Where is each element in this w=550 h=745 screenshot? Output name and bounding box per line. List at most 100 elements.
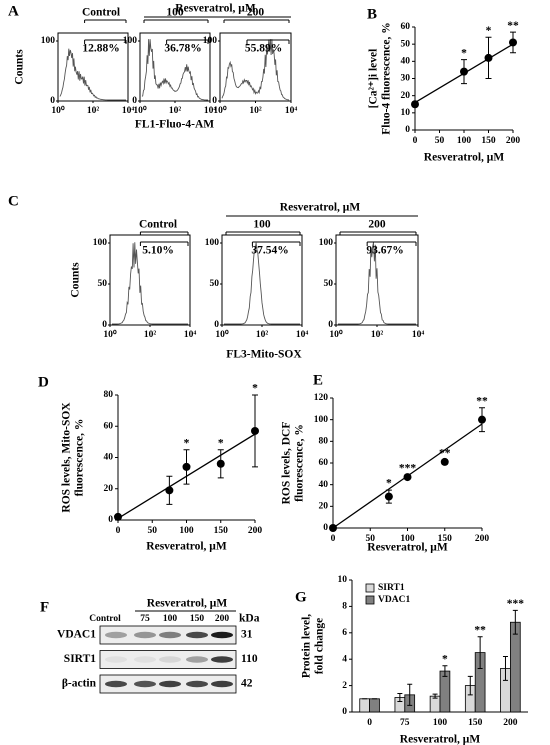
sample-label: Control: [82, 7, 120, 19]
y-tick-label: 20: [319, 502, 329, 512]
kda-value: 110: [241, 653, 258, 665]
y-tick-label: 0: [212, 96, 217, 106]
kda-label: kDa: [239, 613, 260, 625]
blot-band: [186, 631, 208, 639]
x-tick-label: 10⁰: [133, 105, 147, 116]
data-point: [251, 426, 259, 435]
histogram-trace: [224, 242, 300, 325]
y-tick-label: 100: [205, 238, 220, 248]
significance: *: [486, 25, 492, 37]
blot-band: [211, 631, 233, 639]
histogram-trace: [112, 242, 188, 325]
x-tick-label: 100: [457, 136, 472, 146]
sample-label: Control: [139, 219, 177, 231]
y-tick-label: 0: [323, 523, 328, 533]
y-tick-label: 40: [401, 57, 411, 67]
data-point: [478, 415, 486, 424]
y-tick-label: 0: [328, 320, 333, 330]
x-tick-label: 10⁴: [122, 106, 135, 116]
x-tick-label: 200: [248, 526, 263, 536]
x-tick-label: 150: [468, 718, 483, 728]
panel-letter: E: [313, 372, 323, 388]
x-axis-label: Resveratrol, μM: [400, 734, 481, 745]
blot-band: [105, 680, 127, 688]
x-tick-label: 10⁰: [103, 329, 117, 340]
y-tick-label: 0: [405, 125, 410, 135]
gate-percent: 93.67%: [366, 245, 403, 257]
significance: ***: [507, 598, 525, 610]
error-bar: [407, 683, 413, 706]
x-tick-label: 10²: [371, 330, 384, 340]
x-tick-label: 50: [435, 136, 445, 146]
histogram-trace: [59, 48, 126, 101]
x-tick-label: 0: [331, 534, 336, 544]
y-axis-label: ROS levels, DCF: [281, 422, 293, 505]
x-tick-label: 200: [506, 136, 521, 146]
sample-label: 200: [368, 219, 386, 231]
blot-treatment: Resveratrol, μM: [147, 598, 228, 610]
y-axis-label: fluorescence, %: [74, 419, 86, 497]
x-axis-label: Resveratrol, μM: [424, 152, 505, 164]
error-bar: [467, 675, 473, 696]
data-point: [384, 492, 393, 501]
x-tick-label: 10²: [256, 330, 269, 340]
sample-label: 200: [247, 7, 265, 19]
significance: **: [476, 395, 488, 407]
x-tick-label: 10⁰: [213, 105, 227, 116]
y-tick-label: 40: [319, 480, 329, 490]
y-tick-label: 100: [93, 238, 108, 248]
significance: *: [442, 653, 448, 665]
blot-band: [186, 656, 208, 663]
sample-label: 100: [253, 219, 271, 231]
y-tick-label: 80: [104, 390, 114, 400]
blot-band: [159, 680, 181, 688]
significance: *: [461, 47, 467, 59]
x-tick-label: 10⁴: [204, 106, 217, 116]
bar: [359, 698, 370, 713]
x-tick-label: 10⁰: [51, 105, 65, 116]
data-point: [509, 38, 517, 47]
x-tick-label: 150: [438, 534, 453, 544]
legend-swatch: [365, 595, 375, 605]
y-tick-label: 100: [41, 36, 56, 46]
significance: *: [184, 437, 190, 449]
data-point: [216, 459, 225, 468]
legend-label: VDAC1: [378, 595, 410, 605]
x-tick-label: 10⁴: [184, 330, 197, 340]
y-tick-label: 8: [342, 602, 347, 612]
x-tick-label: 10²: [87, 106, 100, 116]
y-axis-label: Fluo-4 fluorescence, %: [381, 22, 393, 135]
blot-control: Control: [89, 614, 121, 624]
bar: [509, 621, 521, 713]
panel-letter: B: [367, 6, 377, 22]
blot-band: [159, 631, 181, 639]
protein-label: SIRT1: [64, 653, 96, 665]
data-point: [182, 462, 191, 471]
x-tick-label: 50: [148, 526, 158, 536]
blot-band: [105, 631, 127, 639]
data-point: [403, 473, 412, 482]
treatment-label: Resveratrol, μM: [280, 202, 361, 214]
error-bar: [512, 609, 518, 635]
significance: *: [386, 478, 392, 490]
lane-label: 150: [190, 614, 205, 624]
y-tick-label: 100: [123, 36, 138, 46]
y-tick-label: 60: [104, 421, 114, 431]
x-tick-label: 200: [503, 718, 518, 728]
y-tick-label: 80: [319, 437, 329, 447]
data-point: [329, 524, 337, 532]
y-tick-label: 10: [401, 108, 411, 118]
y-tick-label: 100: [203, 36, 218, 46]
gate-percent: 5.10%: [142, 245, 174, 257]
y-axis-label: Counts: [70, 262, 82, 298]
error-bar: [397, 693, 403, 702]
data-point: [165, 486, 174, 495]
y-tick-label: 50: [324, 279, 334, 289]
data-point: [411, 100, 419, 109]
gate-percent: 37.54%: [251, 245, 288, 257]
gate-percent: 36.78%: [164, 43, 201, 55]
y-tick-label: 20: [104, 484, 114, 494]
blot-band: [211, 656, 233, 663]
panel-letter: D: [38, 374, 49, 390]
